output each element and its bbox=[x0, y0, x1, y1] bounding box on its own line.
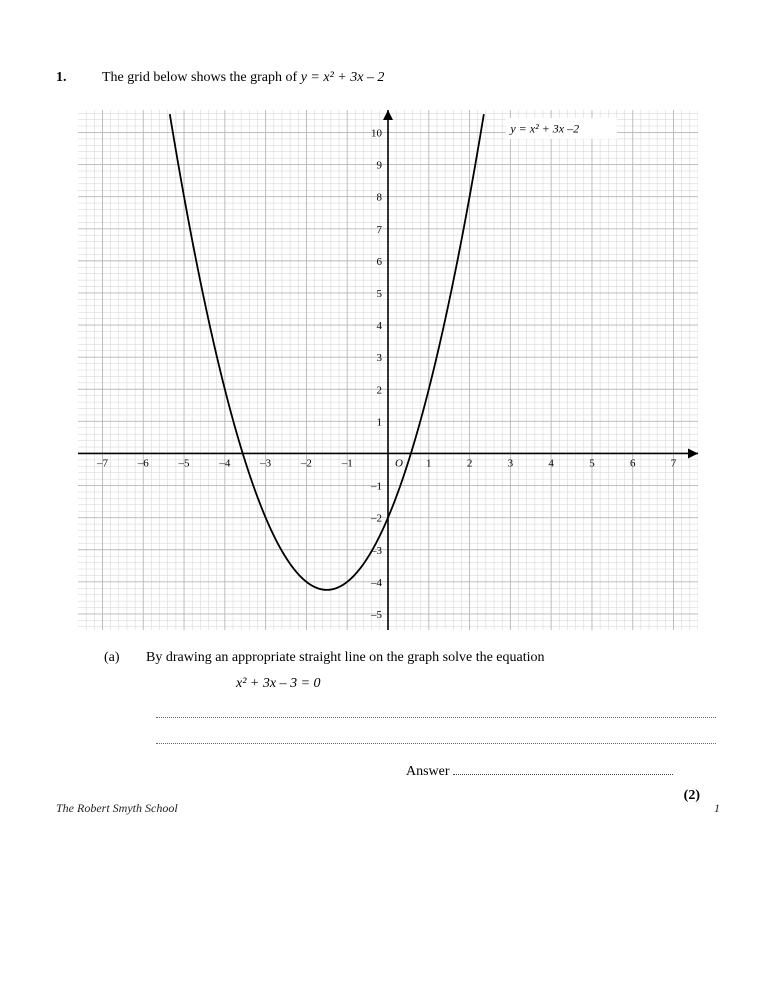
svg-text:2: 2 bbox=[377, 384, 383, 396]
question-number: 1. bbox=[56, 70, 80, 86]
svg-text:–4: –4 bbox=[218, 457, 231, 469]
svg-text:1: 1 bbox=[426, 457, 432, 469]
working-line-2 bbox=[156, 732, 716, 744]
svg-text:–4: –4 bbox=[370, 577, 383, 589]
prompt-prefix: The grid below shows the graph of bbox=[102, 70, 301, 85]
svg-text:y = x² + 3x –2: y = x² + 3x –2 bbox=[509, 121, 579, 135]
svg-text:–3: –3 bbox=[259, 457, 272, 469]
working-line-1 bbox=[156, 706, 716, 718]
svg-text:4: 4 bbox=[548, 457, 554, 469]
svg-text:O: O bbox=[395, 457, 403, 469]
svg-text:–2: –2 bbox=[300, 457, 312, 469]
svg-text:3: 3 bbox=[508, 457, 514, 469]
answer-label: Answer bbox=[406, 764, 453, 779]
svg-text:6: 6 bbox=[630, 457, 636, 469]
question-prompt: The grid below shows the graph of y = x²… bbox=[102, 70, 720, 86]
footer-school: The Robert Smyth School bbox=[56, 801, 178, 816]
svg-text:–5: –5 bbox=[370, 609, 383, 621]
svg-text:–6: –6 bbox=[137, 457, 150, 469]
footer-page: 1 bbox=[714, 801, 720, 816]
svg-text:10: 10 bbox=[371, 127, 383, 139]
svg-text:9: 9 bbox=[377, 160, 383, 172]
svg-text:5: 5 bbox=[377, 288, 383, 300]
part-a-equation: x² + 3x – 3 = 0 bbox=[236, 676, 720, 692]
answer-blank bbox=[453, 765, 673, 775]
answer-row: Answer bbox=[406, 764, 720, 780]
parabola-chart: –7–6–5–4–3–2–1O123456712345678910–1–2–3–… bbox=[78, 110, 698, 630]
svg-text:–1: –1 bbox=[341, 457, 353, 469]
svg-text:3: 3 bbox=[377, 352, 383, 364]
svg-text:–7: –7 bbox=[96, 457, 109, 469]
svg-text:2: 2 bbox=[467, 457, 473, 469]
svg-text:6: 6 bbox=[377, 256, 383, 268]
svg-text:8: 8 bbox=[377, 192, 383, 204]
svg-text:–2: –2 bbox=[370, 513, 382, 525]
svg-text:7: 7 bbox=[671, 457, 677, 469]
svg-text:–1: –1 bbox=[370, 481, 382, 493]
part-a-label: (a) bbox=[104, 650, 128, 666]
svg-text:5: 5 bbox=[589, 457, 595, 469]
svg-text:–5: –5 bbox=[178, 457, 191, 469]
svg-text:1: 1 bbox=[377, 416, 383, 428]
eqn-rhs: = x² + 3x – 2 bbox=[307, 70, 385, 85]
svg-text:4: 4 bbox=[377, 320, 383, 332]
part-a-text: By drawing an appropriate straight line … bbox=[146, 650, 720, 666]
svg-text:7: 7 bbox=[377, 224, 383, 236]
